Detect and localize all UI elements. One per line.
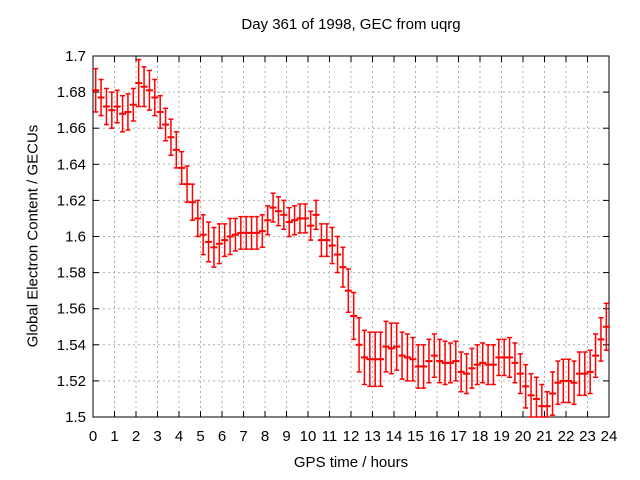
x-tick-label: 12 — [343, 428, 360, 445]
x-tick-label: 3 — [153, 428, 161, 445]
y-tick-label: 1.58 — [57, 265, 86, 282]
x-tick-label: 19 — [493, 428, 510, 445]
x-tick-label: 14 — [386, 428, 403, 445]
x-tick-label: 22 — [558, 428, 575, 445]
y-axis-label: Global Electron Content / GECUs — [24, 124, 42, 348]
x-tick-label: 4 — [175, 428, 183, 445]
x-tick-label: 8 — [261, 428, 269, 445]
x-tick-label: 1 — [110, 428, 118, 445]
y-tick-label: 1.5 — [65, 409, 86, 426]
x-tick-label: 7 — [239, 428, 247, 445]
x-tick-label: 5 — [196, 428, 204, 445]
x-tick-label: 24 — [601, 428, 618, 445]
y-tick-label: 1.6 — [65, 229, 86, 246]
x-tick-label: 18 — [472, 428, 489, 445]
chart-title: Day 361 of 1998, GEC from uqrg — [241, 16, 461, 33]
x-tick-label: 21 — [536, 428, 553, 445]
x-axis-label: GPS time / hours — [293, 454, 409, 471]
x-tick-label: 9 — [282, 428, 290, 445]
x-tick-label: 10 — [300, 428, 317, 445]
y-tick-label: 1.7 — [65, 48, 86, 65]
x-tick-label: 23 — [579, 428, 596, 445]
x-tick-label: 15 — [407, 428, 424, 445]
y-tick-label: 1.54 — [57, 337, 86, 354]
y-tick-label: 1.56 — [57, 301, 86, 318]
x-tick-label: 20 — [515, 428, 532, 445]
x-tick-label: 6 — [218, 428, 226, 445]
y-tick-label: 1.66 — [57, 120, 86, 137]
x-tick-label: 11 — [322, 428, 338, 445]
y-tick-label: 1.68 — [57, 84, 86, 101]
x-tick-label: 0 — [89, 428, 97, 445]
x-tick-label: 2 — [132, 428, 140, 445]
x-tick-label: 13 — [364, 428, 381, 445]
y-tick-label: 1.64 — [57, 156, 86, 173]
series-gec — [92, 58, 610, 418]
y-tick-label: 1.62 — [57, 192, 86, 209]
x-tick-label: 17 — [450, 428, 467, 445]
y-tick-label: 1.52 — [57, 373, 86, 390]
x-tick-label: 16 — [429, 428, 446, 445]
